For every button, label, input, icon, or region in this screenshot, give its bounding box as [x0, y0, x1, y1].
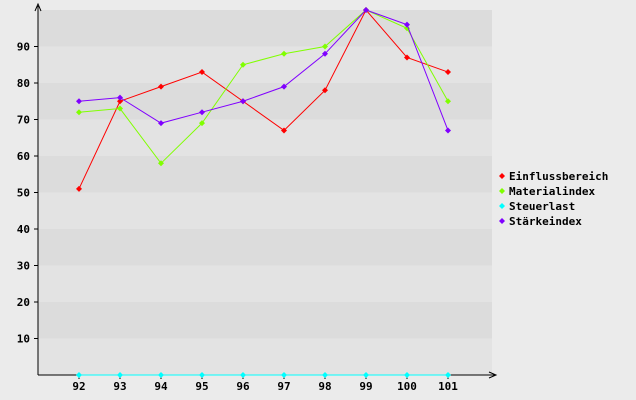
data-point: [445, 69, 451, 76]
data-point: [240, 61, 246, 68]
data-point: [158, 83, 164, 90]
data-point: [404, 21, 410, 28]
legend-marker: [499, 188, 505, 194]
grid-band: [38, 156, 492, 193]
x-tick-label: 97: [277, 380, 290, 393]
legend-item: Materialindex: [499, 185, 595, 198]
data-point: [76, 372, 82, 378]
x-tick-label: 93: [113, 380, 126, 393]
legend-label: Steuerlast: [509, 200, 575, 213]
data-point: [158, 120, 164, 127]
series-lines: [76, 7, 451, 378]
x-tick-label: 100: [397, 380, 417, 393]
x-tick-label: 96: [236, 380, 250, 393]
grid-band: [38, 302, 492, 339]
series-line: [78, 9, 449, 131]
data-point: [445, 98, 451, 105]
data-point: [117, 105, 123, 112]
tick-labels: 10 20 30 40 50 60 70 80 90 92 93 94 95 96 97 98 99 100 101: [17, 41, 459, 394]
x-tick-label: 94: [154, 380, 168, 393]
legend: Einflussbereich Materialindex Steuerlast St…: [499, 170, 608, 228]
data-point: [76, 185, 82, 192]
data-point: [199, 109, 205, 116]
legend-label: Einflussbereich: [509, 170, 608, 183]
data-point: [240, 98, 246, 105]
legend-item: Stärkeindex: [499, 215, 582, 228]
y-tick-label: 40: [17, 223, 30, 236]
data-point: [240, 372, 246, 378]
series-steuerlast: [76, 372, 451, 378]
legend-label: Materialindex: [509, 185, 595, 198]
x-tick-label: 99: [359, 380, 372, 393]
data-point: [322, 372, 328, 378]
grid-band: [38, 10, 492, 47]
y-tick-label: 20: [17, 296, 30, 309]
legend-item: Steuerlast: [499, 200, 575, 213]
grid-bands: [38, 10, 492, 375]
x-tick-label: 95: [195, 380, 208, 393]
data-point: [445, 127, 451, 134]
y-tick-label: 80: [17, 77, 30, 90]
grid-band: [38, 265, 492, 302]
data-point: [158, 372, 164, 378]
data-point: [117, 98, 123, 105]
data-point: [199, 372, 205, 378]
data-point: [76, 109, 82, 116]
data-point: [322, 43, 328, 50]
grid-band: [38, 229, 492, 266]
series-materialindex: [76, 7, 451, 167]
data-point: [76, 98, 82, 105]
data-point: [281, 127, 287, 134]
grid-band: [38, 119, 492, 156]
y-tick-label: 60: [17, 150, 30, 163]
data-point: [158, 160, 164, 167]
legend-marker: [499, 218, 505, 224]
data-point: [117, 94, 123, 101]
x-tick-label: 98: [318, 380, 331, 393]
series-st-rkeindex: [76, 7, 451, 134]
y-axis-arrow: [34, 2, 42, 12]
data-point: [117, 372, 123, 378]
legend-marker: [499, 173, 505, 179]
data-point: [322, 87, 328, 94]
data-point: [199, 120, 205, 127]
legend-marker: [499, 203, 505, 209]
data-point: [281, 83, 287, 90]
data-point: [199, 69, 205, 76]
series-line: [78, 9, 449, 165]
data-point: [404, 372, 410, 378]
series-line: [78, 9, 449, 190]
legend-label: Stärkeindex: [509, 215, 582, 228]
legend-item: Einflussbereich: [499, 170, 608, 183]
data-point: [281, 50, 287, 57]
data-point: [445, 372, 451, 378]
data-point: [404, 54, 410, 61]
y-tick-label: 70: [17, 114, 30, 127]
grid-band: [38, 46, 492, 83]
y-tick-label: 30: [17, 260, 30, 273]
y-tick-label: 90: [17, 41, 30, 54]
data-point: [322, 50, 328, 57]
x-tick-label: 92: [72, 380, 85, 393]
data-point: [363, 372, 369, 378]
y-tick-label: 10: [17, 333, 30, 346]
data-point: [281, 372, 287, 378]
x-tick-label: 101: [438, 380, 458, 393]
y-tick-label: 50: [17, 187, 30, 200]
grid-band: [38, 338, 492, 375]
grid-band: [38, 83, 492, 120]
grid-band: [38, 192, 492, 229]
x-axis-arrow: [488, 371, 498, 379]
data-point: [363, 7, 369, 13]
